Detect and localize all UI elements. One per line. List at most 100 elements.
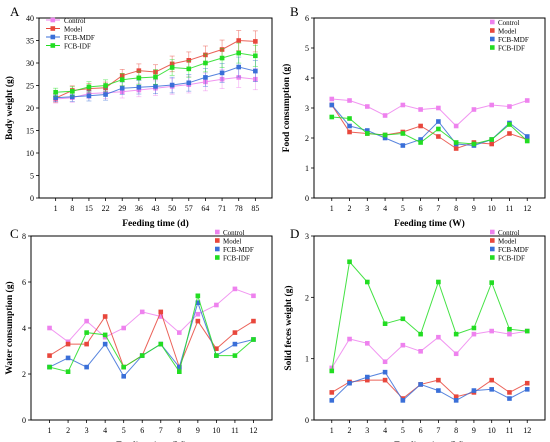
data-point [329, 398, 335, 403]
x-tick-label: 2 [348, 426, 352, 435]
data-point [103, 92, 108, 97]
y-axis-title: Body weight (g) [4, 76, 15, 140]
data-point [347, 123, 352, 129]
y-tick-label: 5 [305, 44, 309, 53]
data-point [329, 365, 335, 371]
y-tick-label: 1 [305, 164, 309, 173]
x-tick-label: 12 [523, 204, 531, 213]
data-point [236, 38, 242, 43]
legend-label: FCB-MDF [498, 246, 529, 254]
series-line [49, 293, 254, 373]
series-line [331, 330, 528, 369]
data-point [232, 341, 238, 347]
y-tick-label: 8 [22, 232, 26, 241]
legend-label: FCB-MDF [223, 246, 254, 254]
data-point [471, 325, 477, 331]
legend-marker [490, 36, 495, 42]
data-point [418, 331, 423, 337]
data-point [436, 388, 441, 393]
series-line [49, 288, 254, 343]
y-tick-label: 15 [26, 127, 34, 136]
x-axis-title: Feeding time (W) [394, 218, 465, 229]
data-point [103, 83, 108, 88]
data-point [251, 293, 256, 299]
y-tick-label: 2 [305, 134, 309, 143]
data-point [453, 394, 459, 399]
panel-D: D0123123456789101112Feeding time (W)Soli… [283, 226, 546, 442]
x-tick-label: 9 [196, 426, 200, 435]
x-tick-label: 1 [330, 426, 334, 435]
data-point [203, 75, 208, 80]
data-point [489, 328, 494, 334]
x-tick-label: 4 [103, 426, 107, 435]
y-tick-label: 2 [22, 370, 26, 379]
data-point [203, 60, 208, 66]
series-line [331, 371, 528, 402]
x-tick-label: 6 [140, 426, 144, 435]
data-point [329, 390, 335, 395]
data-point [400, 316, 406, 322]
data-point [236, 50, 242, 56]
data-point [347, 380, 352, 386]
data-point [253, 68, 258, 74]
legend-marker [50, 17, 56, 23]
x-tick-label: 12 [249, 426, 257, 435]
data-point [232, 330, 238, 335]
legend-marker [50, 34, 56, 40]
data-point [102, 314, 108, 319]
series-model [329, 377, 530, 401]
data-point [418, 107, 423, 112]
x-tick-label: 10 [488, 426, 496, 435]
data-point [453, 123, 459, 129]
x-tick-label: 5 [122, 426, 126, 435]
data-point [253, 39, 258, 44]
panel-letter: C [10, 226, 19, 241]
data-point [418, 349, 423, 354]
x-tick-label: 78 [235, 204, 243, 213]
x-axis-title: Feeding time (d) [122, 218, 189, 229]
legend-marker [490, 246, 495, 252]
x-tick-label: 64 [201, 204, 209, 213]
data-point [121, 325, 126, 331]
x-tick-label: 9 [472, 204, 476, 213]
plot-frame [30, 235, 273, 421]
legend-marker [490, 238, 495, 243]
legend-marker [215, 246, 220, 252]
data-point [365, 377, 370, 383]
series-fcb-idf [47, 293, 256, 374]
data-point [347, 336, 352, 342]
x-tick-label: 8 [177, 426, 181, 435]
y-tick-label: 25 [26, 82, 34, 91]
y-tick-label: 3 [305, 104, 309, 113]
data-point [158, 341, 164, 347]
data-point [347, 116, 352, 121]
data-point [489, 137, 494, 142]
data-point [236, 75, 242, 80]
legend-label: FCB-MDF [498, 36, 529, 44]
data-point [436, 377, 441, 383]
y-axis-title: Food consumption (g) [281, 64, 292, 153]
y-tick-label: 35 [26, 37, 34, 46]
data-point [177, 369, 182, 374]
data-point [400, 398, 406, 403]
x-tick-label: 22 [102, 204, 110, 213]
data-point [524, 138, 530, 144]
x-tick-label: 10 [212, 426, 220, 435]
y-tick-label: 0 [30, 194, 34, 203]
x-tick-label: 8 [454, 204, 458, 213]
data-point [418, 382, 423, 387]
y-tick-label: 4 [305, 74, 309, 83]
data-point [507, 390, 512, 395]
data-point [418, 137, 423, 142]
legend-marker [490, 28, 495, 33]
x-tick-label: 5 [401, 204, 405, 213]
data-point [195, 311, 201, 317]
y-tick-label: 1 [305, 355, 309, 364]
data-point [365, 104, 370, 109]
x-tick-label: 1 [48, 426, 52, 435]
data-point [347, 129, 352, 135]
data-point [169, 65, 175, 70]
x-tick-label: 7 [159, 426, 163, 435]
